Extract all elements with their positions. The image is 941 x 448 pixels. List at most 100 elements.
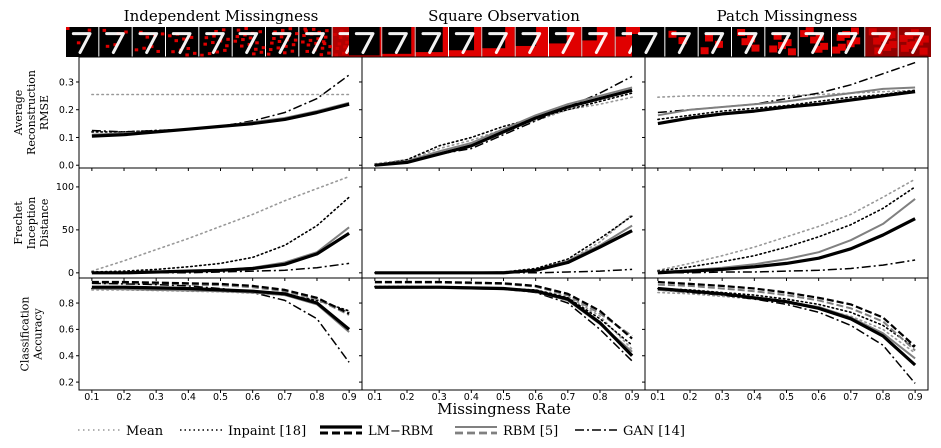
sample-thumbnail bbox=[166, 27, 199, 57]
x-tick-label: 0.9 bbox=[342, 392, 357, 403]
legend-swatch bbox=[455, 426, 497, 435]
sample-image-strip-independent bbox=[66, 27, 366, 57]
series-line-gan bbox=[91, 74, 350, 133]
sample-thumbnail bbox=[232, 27, 266, 57]
legend-item-lmrbm: LM−RBM bbox=[320, 424, 434, 439]
series-line-rbm_acc bbox=[374, 281, 633, 337]
legend-item-gan: GAN [14] bbox=[575, 424, 685, 439]
x-tick-label: 0.1 bbox=[367, 392, 382, 403]
series-line-gan bbox=[657, 61, 916, 114]
series-line-gan bbox=[374, 75, 633, 166]
legend-label: Inpaint [18] bbox=[228, 424, 306, 439]
legend-label: RBM [5] bbox=[503, 424, 558, 439]
x-tick-label: 0.5 bbox=[213, 392, 228, 403]
legend-item-rbm: RBM [5] bbox=[455, 424, 558, 439]
sample-thumbnail bbox=[199, 27, 232, 57]
sample-thumbnail bbox=[299, 27, 332, 57]
row-label-line: Inception bbox=[25, 197, 38, 250]
series-line-rbm bbox=[91, 287, 350, 333]
legend-swatch bbox=[320, 425, 362, 435]
legend-label: Mean bbox=[126, 424, 164, 439]
x-tick-label: 0.4 bbox=[181, 392, 196, 403]
series-line-inpaint bbox=[374, 215, 633, 274]
panel bbox=[642, 167, 929, 281]
x-tick-label: 0.6 bbox=[245, 392, 260, 403]
y-tick-label: 0 bbox=[68, 268, 74, 279]
legend-item-mean: Mean bbox=[78, 424, 164, 439]
series-line-mean bbox=[657, 89, 916, 98]
series-line-lmrbm_acc bbox=[374, 280, 633, 340]
panel bbox=[642, 277, 929, 393]
series-line-mean bbox=[374, 213, 633, 274]
series-line-lmrbm bbox=[657, 286, 917, 367]
series-line-rbm bbox=[374, 86, 633, 167]
series-line-inpaint bbox=[657, 89, 916, 121]
series-line-rbm_acc bbox=[657, 283, 916, 352]
row-label-line: Reconstruction bbox=[25, 70, 38, 155]
legend-label: LM−RBM bbox=[368, 424, 434, 439]
y-tick-label: 0.4 bbox=[59, 351, 74, 362]
sample-thumbnail bbox=[349, 27, 382, 57]
sample-thumbnail bbox=[832, 27, 865, 57]
x-tick-label: 0.6 bbox=[811, 392, 826, 403]
series-line-lmrbm_acc bbox=[91, 280, 350, 315]
sample-thumbnail bbox=[732, 27, 765, 57]
panel: 0.0 0.1 0.2 0.3 bbox=[59, 56, 363, 172]
x-tick-label: 0.3 bbox=[715, 392, 730, 403]
sample-thumbnail bbox=[66, 27, 99, 57]
panel-frame bbox=[644, 56, 929, 169]
y-tick-label: 0.1 bbox=[59, 133, 74, 144]
x-tick-label: 0.4 bbox=[464, 392, 479, 403]
series-line-lmrbm bbox=[374, 88, 633, 167]
x-tick-label: 0.3 bbox=[432, 392, 447, 403]
series-line-rbm bbox=[91, 226, 350, 274]
sample-image-strip-square bbox=[349, 27, 648, 57]
x-tick-label: 0.2 bbox=[116, 392, 131, 403]
row-label-line: Classification bbox=[19, 296, 32, 371]
series-line-lmrbm bbox=[374, 285, 634, 357]
x-tick-label: 0.5 bbox=[496, 392, 511, 403]
series-line-lmrbm bbox=[374, 229, 633, 275]
sample-thumbnail bbox=[582, 27, 615, 57]
sample-thumbnail bbox=[765, 27, 798, 57]
column-title-independent: Independent Missingness bbox=[124, 7, 319, 25]
series-line-lmrbm bbox=[657, 217, 916, 275]
x-tick-label: 0.6 bbox=[528, 392, 543, 403]
panel-frame bbox=[78, 277, 363, 391]
series-line-inpaint bbox=[374, 92, 633, 166]
sample-thumbnail bbox=[482, 27, 515, 57]
panel bbox=[642, 56, 929, 171]
sample-thumbnail bbox=[865, 27, 898, 57]
panel-frame bbox=[361, 277, 646, 391]
series-line-inpaint bbox=[374, 285, 633, 347]
sample-thumbnail bbox=[415, 27, 448, 57]
series-line-rbm bbox=[657, 86, 916, 117]
y-tick-label: 0.6 bbox=[59, 325, 74, 336]
y-tick-label: 0.3 bbox=[59, 77, 74, 88]
sample-thumbnail bbox=[698, 27, 731, 57]
legend: Mean Inpaint [18] LM−RBM RBM [5] GAN [14] bbox=[78, 424, 685, 439]
series-line-mean bbox=[657, 178, 916, 272]
series-line-rbm bbox=[657, 198, 916, 273]
sample-thumbnail bbox=[665, 27, 698, 57]
sample-thumbnail bbox=[449, 27, 482, 57]
series-line-gan bbox=[657, 289, 916, 384]
x-tick-label: 0.8 bbox=[875, 392, 890, 403]
series-line-inpaint bbox=[657, 287, 916, 349]
x-tick-labels: 0.1 0.2 0.3 0.4 0.5 0.6 0.7 0.8 0.9 0.1 0.2 0.3 0.4 0… bbox=[84, 392, 922, 403]
y-tick-label: 0.8 bbox=[59, 298, 74, 309]
row-labels: Average Reconstruction RMSE Frechet Inceptio… bbox=[12, 70, 51, 371]
sample-thumbnail bbox=[798, 27, 831, 57]
x-tick-label: 0.1 bbox=[650, 392, 665, 403]
column-title-patch: Patch Missingness bbox=[717, 7, 858, 25]
x-tick-label: 0.2 bbox=[682, 392, 697, 403]
y-tick-label: 0.2 bbox=[59, 105, 74, 116]
x-tick-label: 0.7 bbox=[560, 392, 575, 403]
x-axis-label: Missingness Rate bbox=[437, 400, 571, 418]
column-title-square: Square Observation bbox=[428, 7, 580, 25]
sample-thumbnail bbox=[132, 27, 165, 57]
panel-frame bbox=[644, 277, 929, 391]
sample-thumbnail bbox=[99, 27, 132, 57]
panel-frame bbox=[361, 56, 646, 169]
